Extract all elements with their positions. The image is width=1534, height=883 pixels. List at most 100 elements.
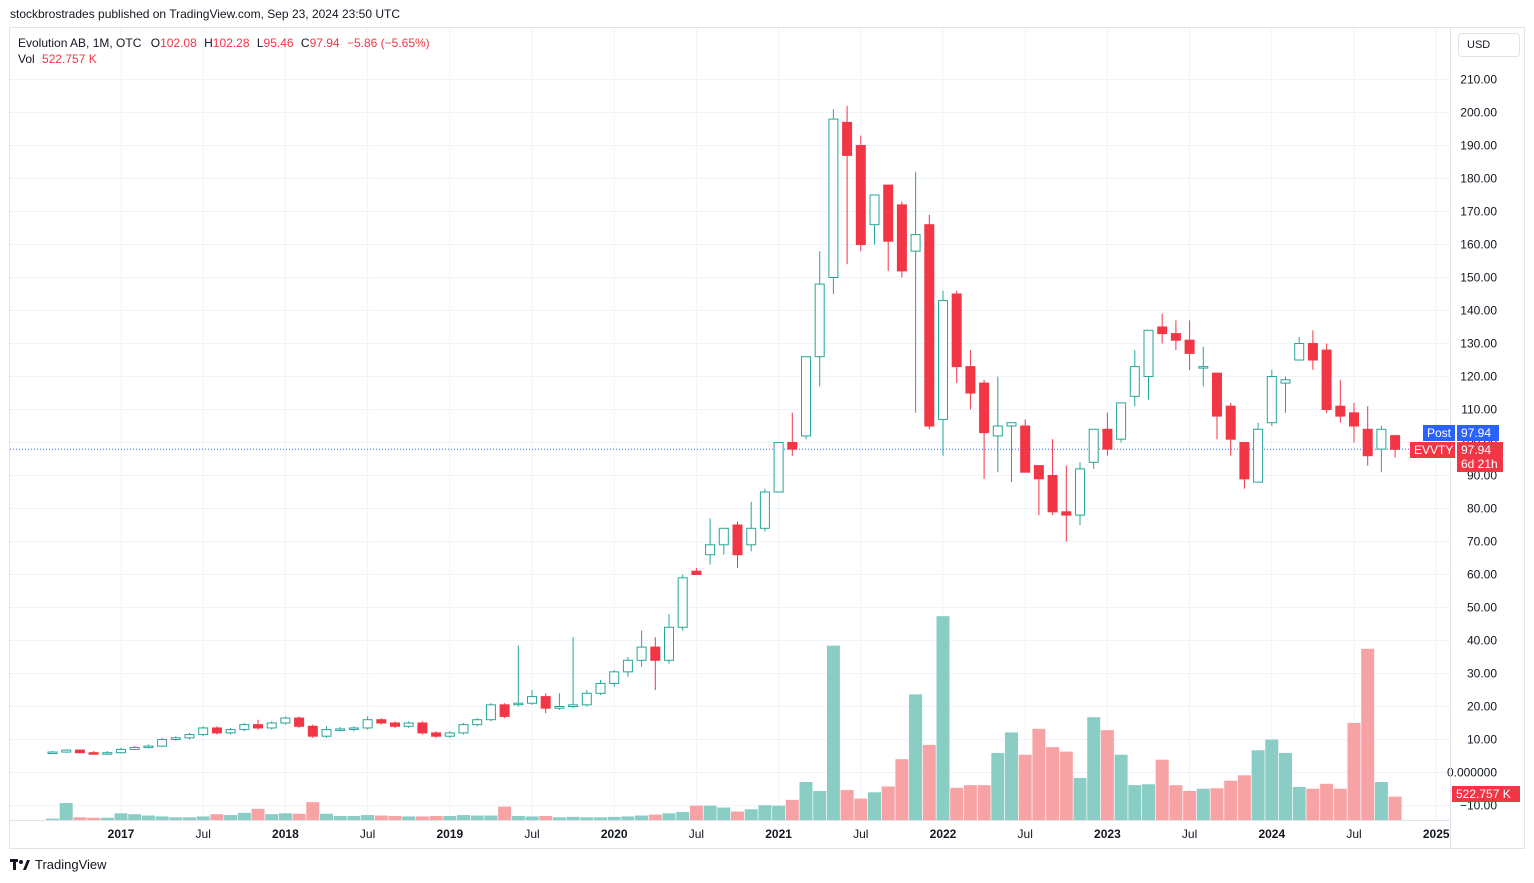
volume-bar <box>1018 754 1032 820</box>
volume-price-label: 522.757 K <box>1452 786 1520 802</box>
volume-bar <box>676 811 690 820</box>
volume-bar <box>1196 788 1210 820</box>
volume-bar <box>881 786 895 820</box>
candle-up <box>472 719 483 726</box>
volume-bar <box>1128 785 1142 820</box>
candle-up <box>61 749 72 753</box>
volume-bar <box>415 816 429 820</box>
candle-down <box>1362 428 1373 457</box>
candle-down <box>1349 412 1359 427</box>
volume-bar <box>457 815 470 820</box>
post-tag: Post <box>1423 425 1455 441</box>
countdown-label: 6d 21h <box>1457 456 1503 472</box>
volume-bar <box>196 816 210 820</box>
candle-up <box>1143 329 1154 377</box>
y-tick-label: 30.00 <box>1467 667 1497 681</box>
y-tick-label: 40.00 <box>1467 634 1497 648</box>
candle-down <box>1170 333 1181 341</box>
x-tick-label: 2022 <box>930 827 957 841</box>
y-tick-label: 210.00 <box>1460 73 1497 87</box>
footer-brand[interactable]: TradingView <box>10 857 107 872</box>
volume-bar <box>785 799 799 820</box>
x-tick-label: Jul <box>853 827 868 841</box>
candle-down <box>1020 425 1031 473</box>
open-value: 102.08 <box>160 36 197 50</box>
volume-bar <box>552 817 566 820</box>
x-tick-label: 2020 <box>601 827 628 841</box>
y-tick-label: 170.00 <box>1460 205 1497 219</box>
volume-bar <box>1005 732 1018 820</box>
volume-bar <box>320 813 333 820</box>
candle-up <box>198 727 209 736</box>
candle-down <box>540 696 551 709</box>
volume-bar <box>1251 750 1265 820</box>
candle-down <box>691 570 702 576</box>
chart-legend: Evolution AB, 1M, OTC O102.08 H102.28 L9… <box>18 35 430 67</box>
candle-up <box>1266 376 1277 424</box>
candle-down <box>417 722 428 734</box>
candle-down <box>376 719 387 724</box>
candle-up <box>362 719 373 729</box>
volume-bar <box>703 805 717 820</box>
volume-bar <box>155 816 169 820</box>
volume-bar <box>1210 788 1224 820</box>
volume-label[interactable]: Vol <box>18 52 35 66</box>
volume-bar <box>799 782 813 820</box>
volume-bar <box>1388 796 1402 820</box>
volume-bar <box>744 809 758 820</box>
candle-up <box>1129 366 1140 397</box>
volume-bar <box>991 752 1005 820</box>
volume-bar <box>868 792 881 820</box>
volume-bar <box>59 803 73 820</box>
symbol-title[interactable]: Evolution AB, 1M, OTC <box>18 36 142 50</box>
candle-up <box>513 702 524 706</box>
volume-bar <box>46 818 59 820</box>
chart-frame <box>9 27 1525 849</box>
x-tick-label: Jul <box>524 827 539 841</box>
volume-bar <box>73 817 87 820</box>
close-value: 97.94 <box>309 36 340 50</box>
candles <box>47 105 1401 755</box>
volume-bar <box>731 811 744 820</box>
volume-bar <box>854 798 868 820</box>
candle-up <box>869 194 880 226</box>
candle-up <box>266 722 277 729</box>
volume-bar <box>333 815 347 820</box>
footer-brand-text: TradingView <box>35 857 107 872</box>
volume-bar <box>388 815 402 820</box>
y-tick-label: 90.00 <box>1467 469 1497 483</box>
candle-up <box>609 671 620 684</box>
candle-up <box>239 724 250 731</box>
volume-bar <box>1183 790 1197 820</box>
candle-up <box>554 706 565 709</box>
candle-up <box>170 737 181 740</box>
volume-bar <box>1142 784 1155 820</box>
volume-bar <box>1169 785 1183 820</box>
y-tick-label: 80.00 <box>1467 502 1497 516</box>
candle-up <box>1116 402 1127 440</box>
candle-down <box>924 224 935 427</box>
candle-up <box>801 356 811 437</box>
high-value: 102.28 <box>212 36 250 50</box>
candle-down <box>390 722 400 727</box>
close-label: C <box>300 36 310 50</box>
currency-button[interactable]: USD <box>1458 33 1520 57</box>
low-label: L <box>256 36 264 50</box>
y-tick-label: 60.00 <box>1467 568 1497 582</box>
candle-down <box>979 382 990 434</box>
candle-up <box>1376 428 1387 450</box>
volume-bar <box>100 817 114 820</box>
volume-bar <box>169 817 183 820</box>
candle-down <box>1033 465 1044 480</box>
x-tick-label: Jul <box>360 827 375 841</box>
post-price-label: 97.94 <box>1457 425 1499 441</box>
candle-up <box>321 729 332 737</box>
volume-bar <box>1347 723 1361 820</box>
volume-bar <box>936 616 950 820</box>
volume-bar <box>1155 759 1169 820</box>
volume-bar <box>826 645 840 820</box>
candle-up <box>485 704 496 721</box>
candle-down <box>883 184 894 242</box>
volume-bar <box>594 817 607 820</box>
